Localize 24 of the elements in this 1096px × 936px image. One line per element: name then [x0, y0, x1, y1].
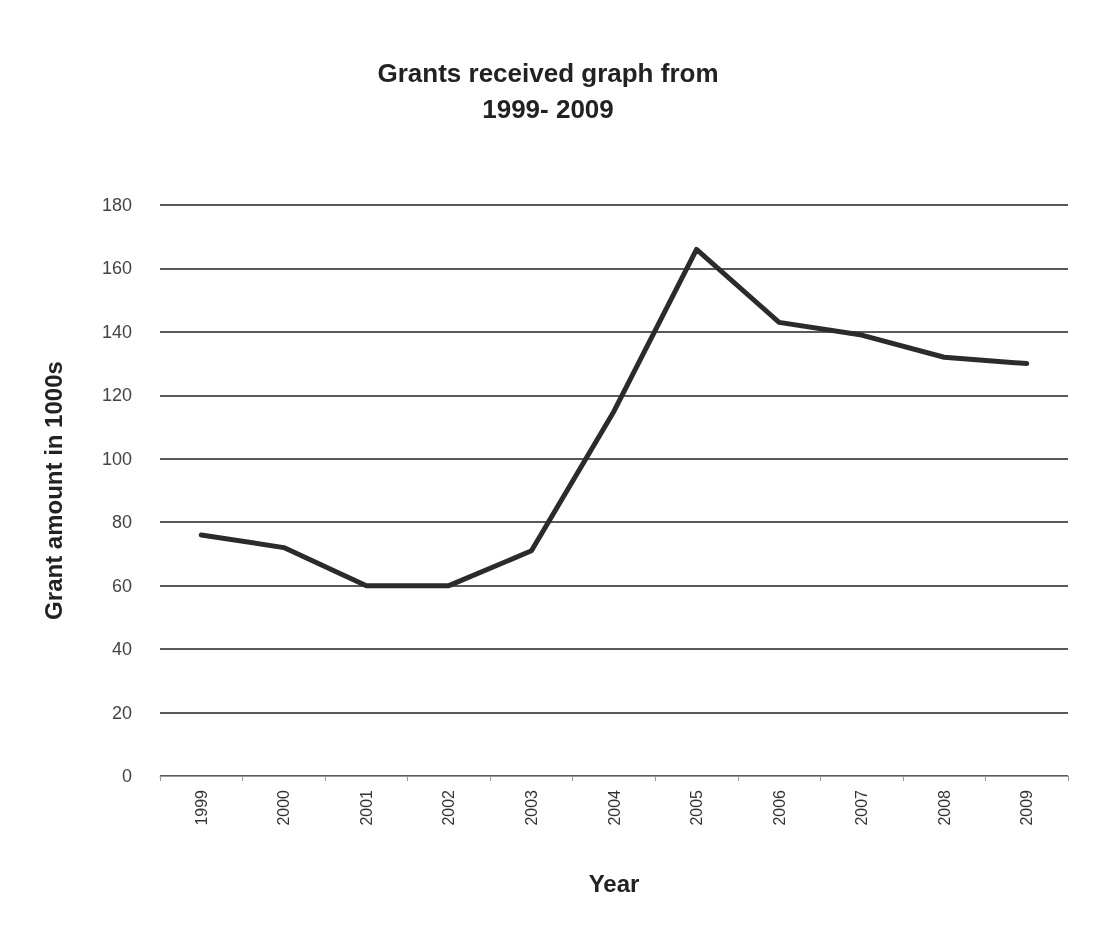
- y-tick-label: 80: [111, 512, 132, 533]
- x-tick-label: 2002: [440, 789, 458, 826]
- y-axis-title: Grant amount in 1000s: [39, 361, 67, 620]
- y-tick-label: 120: [101, 385, 132, 406]
- x-tick-label: 2009: [1018, 789, 1036, 826]
- y-tick-label: 0: [121, 766, 132, 786]
- y-tick-label: 100: [101, 448, 132, 469]
- y-tick-label: 60: [111, 575, 132, 596]
- x-tick-label: 2003: [522, 789, 540, 826]
- x-tick-label: 2000: [275, 789, 293, 826]
- x-tick-label: 2005: [688, 789, 706, 826]
- x-tick-label: 1999: [192, 789, 210, 826]
- x-tick-label: 2008: [935, 789, 953, 826]
- y-tick-label: 140: [101, 321, 132, 342]
- chart-title: Grants received graph from 1999- 2009: [377, 58, 719, 124]
- x-tick-label: 2004: [605, 789, 623, 826]
- x-tick-label: 2001: [357, 789, 375, 826]
- y-tick-label: 40: [111, 639, 132, 660]
- x-axis-title: Year: [588, 869, 640, 897]
- y-tick-label: 180: [101, 195, 132, 215]
- x-tick-label: 2006: [770, 789, 788, 826]
- y-tick-label: 20: [111, 702, 132, 723]
- x-tick-label: 2007: [853, 789, 871, 826]
- y-tick-label: 160: [101, 258, 132, 279]
